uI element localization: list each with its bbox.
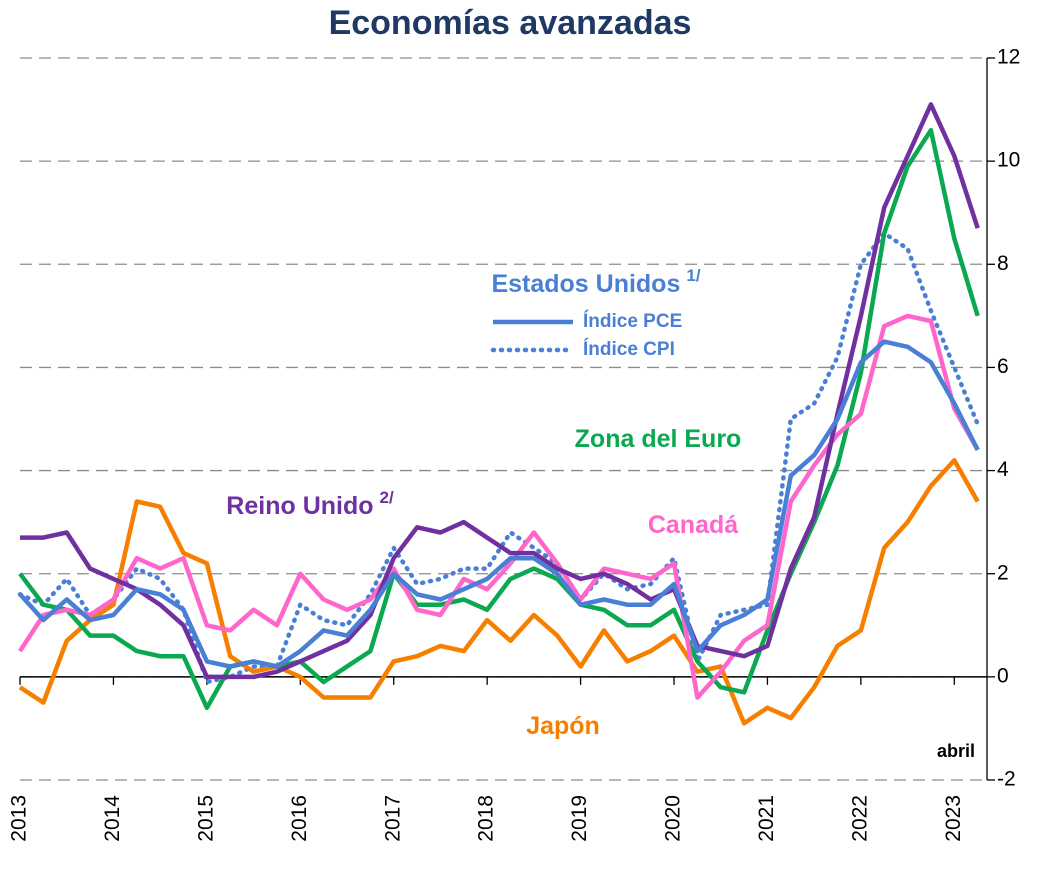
series-label-note: 2/ xyxy=(380,488,394,507)
series-line xyxy=(18,339,980,669)
x-tick-label: 2022 xyxy=(848,795,871,842)
legend-label: Índice CPI xyxy=(583,338,675,360)
series-line xyxy=(18,458,980,726)
y-tick-label: 6 xyxy=(997,355,1009,378)
y-tick-label: 0 xyxy=(997,664,1009,687)
series-line xyxy=(18,127,980,711)
x-tick-label: 2016 xyxy=(288,795,311,842)
x-tick-label: 2019 xyxy=(568,795,591,842)
y-tick-label: 4 xyxy=(997,458,1009,481)
x-tick-label: 2015 xyxy=(194,795,217,842)
x-tick-label: 2021 xyxy=(755,795,778,842)
x-tick-label: 2023 xyxy=(942,795,965,842)
series-line xyxy=(18,313,980,700)
series-label-name: Canadá xyxy=(648,511,738,539)
series-label: Japón xyxy=(526,712,600,740)
series-label: Reino Unido 2/ xyxy=(226,488,394,519)
series-line xyxy=(20,102,980,680)
y-tick-label: 8 xyxy=(997,252,1009,275)
x-tick-label: 2014 xyxy=(101,795,124,842)
group-label-name: Estados Unidos xyxy=(491,270,680,298)
group-label: Estados Unidos 1/ xyxy=(491,266,700,297)
series-label-name: Reino Unido xyxy=(226,492,373,520)
group-label-note: 1/ xyxy=(686,266,700,285)
series-label: Canadá xyxy=(648,511,738,539)
series-label-name: Zona del Euro xyxy=(575,425,742,453)
y-tick-label: -2 xyxy=(997,768,1016,791)
legend-label: Índice PCE xyxy=(583,310,682,332)
y-tick-label: 10 xyxy=(997,149,1020,172)
series-line xyxy=(17,231,980,685)
series-label-name: Japón xyxy=(526,712,600,740)
y-tick-label: 12 xyxy=(997,46,1020,69)
x-tick-label: 2020 xyxy=(662,795,685,842)
x-tick-label: 2017 xyxy=(381,795,404,842)
chart-title: Economías avanzadas xyxy=(329,4,692,42)
series-label: Zona del Euro xyxy=(575,425,742,453)
y-tick-label: 2 xyxy=(997,561,1009,584)
x-tick-label: 2018 xyxy=(475,795,498,842)
x-tick-label: 2013 xyxy=(8,795,31,842)
period-label: abril xyxy=(937,741,975,761)
